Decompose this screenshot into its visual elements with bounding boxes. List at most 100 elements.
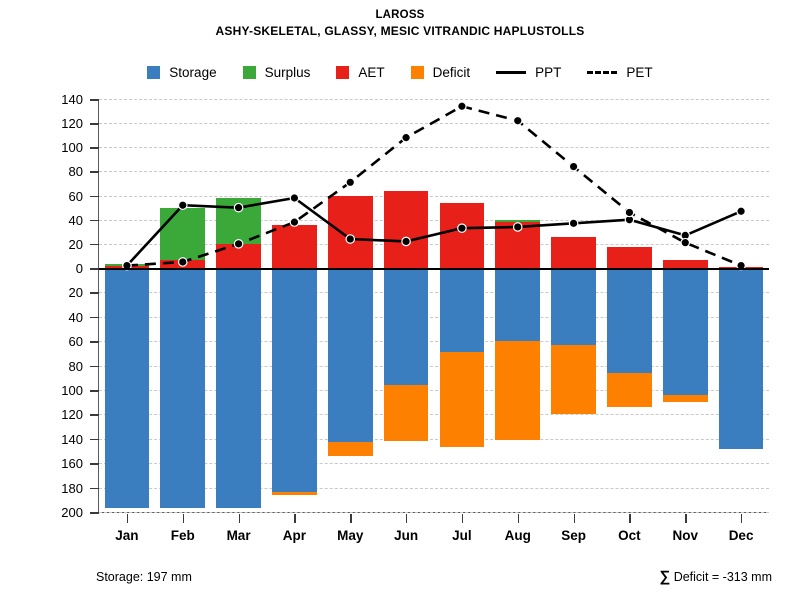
- marker-pet: [457, 101, 467, 112]
- y-tick-label: 60: [68, 188, 83, 204]
- marker-pet: [345, 177, 356, 188]
- bar-storage: [216, 268, 261, 509]
- x-tick-label-oct: Oct: [618, 528, 641, 543]
- gridline: [99, 123, 769, 125]
- x-tick-label-jul: Jul: [452, 528, 472, 543]
- y-tick-label: 140: [61, 92, 83, 107]
- marker-pet: [233, 239, 244, 249]
- bar-storage: [495, 268, 541, 342]
- y-tick: [90, 123, 99, 125]
- y-tick: [90, 171, 99, 174]
- x-tick-label-apr: Apr: [282, 528, 307, 543]
- y-tick: [90, 438, 99, 441]
- gridline: [99, 171, 769, 173]
- gridline: [99, 219, 769, 221]
- bar-deficit: [439, 352, 485, 448]
- bar-storage: [160, 268, 206, 509]
- y-tick: [90, 219, 99, 222]
- y-tick-label: 80: [68, 164, 83, 180]
- marker-pet: [289, 217, 300, 227]
- marker-ppt: [233, 202, 244, 213]
- legend-surplus[interactable]: Surplus: [242, 65, 310, 80]
- gridline: [99, 316, 769, 318]
- gridline: [99, 365, 769, 367]
- y-tick-label: 100: [61, 383, 83, 398]
- gridline: [99, 414, 769, 416]
- y-tick: [90, 195, 99, 198]
- x-tick: [182, 514, 185, 523]
- legend-storage[interactable]: Storage: [147, 65, 217, 80]
- marker-ppt: [736, 206, 746, 217]
- marker-pet: [512, 115, 523, 126]
- y-tick-label: 60: [68, 334, 83, 350]
- line-overlay: [122, 101, 746, 271]
- y-tick: [90, 99, 99, 101]
- plot-background: [99, 99, 769, 512]
- gridline: [99, 512, 769, 513]
- bar-storage: [272, 268, 317, 493]
- x-tick: [238, 514, 240, 523]
- bar-deficit: [495, 341, 541, 440]
- bar-deficit: [607, 372, 652, 408]
- legend-deficit[interactable]: Deficit: [410, 65, 471, 80]
- bar-storage: [383, 268, 429, 386]
- y-tick: [90, 414, 99, 416]
- legend-deficit-swatch-icon: [410, 66, 424, 79]
- bar-aet: [551, 236, 596, 268]
- legend-storage-swatch-icon: [147, 66, 161, 79]
- x-tick: [685, 514, 687, 523]
- y-tick-label: 120: [61, 407, 83, 423]
- x-tick: [126, 514, 129, 523]
- x-tick-label-jan: Jan: [115, 528, 139, 543]
- bar-storage: [327, 268, 373, 443]
- bar-storage: [607, 268, 652, 373]
- legend-deficit-label: Deficit: [432, 65, 471, 80]
- y-tick-label: 200: [61, 505, 83, 520]
- y-tick: [90, 365, 99, 368]
- y-tick-label: 20: [68, 236, 83, 252]
- y-tick-label: 40: [68, 309, 83, 325]
- legend-aet[interactable]: AET: [336, 65, 385, 80]
- x-tick: [517, 514, 520, 523]
- y-tick: [90, 292, 99, 294]
- marker-pet: [122, 260, 132, 271]
- bar-surplus: [160, 207, 206, 260]
- legend-ppt[interactable]: PPT: [496, 65, 561, 80]
- marker-pet: [736, 260, 746, 271]
- page-title: LAROSS: [375, 9, 425, 21]
- bar-aet: [383, 190, 429, 268]
- x-tick: [629, 514, 631, 523]
- zero-line: [99, 268, 769, 270]
- x-tick: [741, 514, 743, 523]
- x-tick: [461, 514, 464, 523]
- legend-storage-label: Storage: [169, 65, 217, 80]
- bar-deficit: [327, 442, 373, 456]
- x-tick-label-mar: Mar: [226, 528, 251, 543]
- x-tick-label-aug: Aug: [504, 528, 531, 543]
- y-tick: [90, 147, 99, 149]
- gridline: [99, 463, 769, 465]
- bar-storage: [718, 268, 764, 449]
- marker-pet: [624, 207, 635, 218]
- marker-pet: [568, 161, 579, 172]
- line-ppt: [125, 196, 742, 267]
- y-tick: [90, 268, 99, 270]
- bar-aet: [662, 259, 708, 268]
- gridline: [99, 195, 769, 197]
- x-tick: [294, 514, 296, 523]
- y-tick-label: 20: [68, 285, 83, 301]
- y-tick: [90, 463, 99, 465]
- bar-aet: [439, 202, 485, 268]
- bar-storage: [551, 268, 596, 345]
- marker-ppt: [177, 200, 188, 211]
- x-tick-label-jun: Jun: [394, 528, 419, 543]
- title-block: LAROSS ASHY-SKELETAL, GLASSY, MESIC VITR…: [0, 8, 800, 39]
- bar-deficit: [662, 394, 708, 403]
- gridline: [99, 390, 769, 391]
- legend-aet-swatch-icon: [336, 66, 350, 79]
- legend-pet[interactable]: PET: [587, 65, 653, 80]
- bar-deficit: [383, 385, 429, 442]
- gridline: [99, 438, 769, 440]
- x-tick: [350, 514, 352, 523]
